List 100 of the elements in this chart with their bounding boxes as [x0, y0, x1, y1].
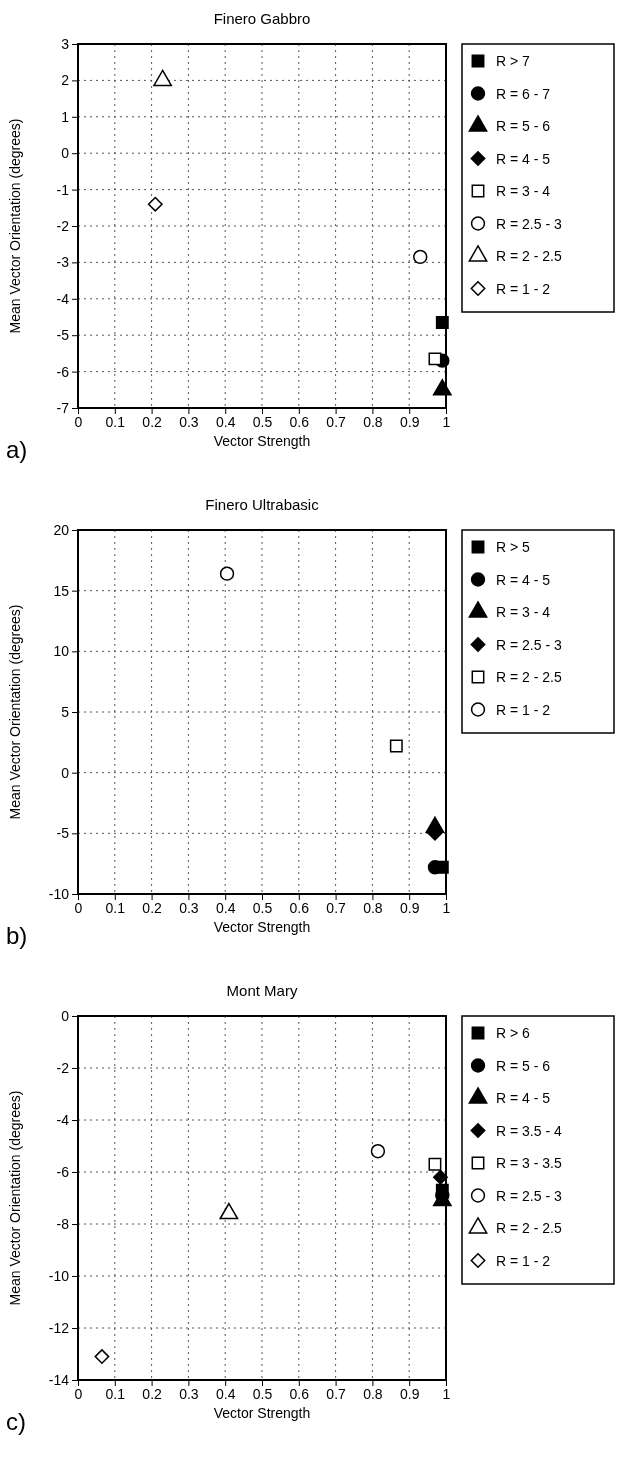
y-tick-label: -5 — [56, 327, 70, 344]
chart-title: Finero Gabbro — [213, 10, 311, 27]
legend-label: R = 2 - 2.5 — [496, 1220, 562, 1236]
legend-label: R = 3 - 4 — [496, 183, 551, 199]
legend-label: R > 7 — [496, 53, 531, 69]
legend-label: R = 1 - 2 — [496, 701, 551, 718]
point — [428, 352, 442, 366]
x-tick-label: 0.1 — [105, 899, 126, 916]
legend-label: R = 4 - 5 — [496, 150, 551, 167]
point — [428, 1157, 442, 1171]
x-tick-label: 0.7 — [326, 1385, 347, 1402]
y-tick-label: -3 — [56, 254, 70, 271]
x-tick-label: 0.5 — [252, 899, 273, 916]
point — [433, 1169, 448, 1185]
x-tick-label: 0.2 — [142, 413, 163, 430]
x-tick-label: 0.9 — [399, 413, 420, 430]
x-axis-title: Vector Strength — [213, 919, 311, 935]
y-tick-label: 10 — [53, 643, 70, 660]
y-tick-label: -1 — [56, 181, 70, 198]
point — [94, 1349, 110, 1365]
legend-label: R = 2 - 2.5 — [496, 669, 562, 685]
y-tick-label: -6 — [56, 363, 70, 380]
legend-label: R = 1 - 2 — [496, 1252, 551, 1269]
y-tick-label: -10 — [48, 885, 70, 902]
x-tick-label: 0.9 — [399, 899, 420, 916]
x-tick-label: 0.5 — [252, 1385, 273, 1402]
y-tick-label: 0 — [61, 1007, 70, 1024]
y-tick-label: -7 — [56, 399, 70, 416]
y-tick-label: 0 — [61, 145, 70, 162]
point — [153, 69, 173, 87]
y-tick-label: 5 — [61, 703, 70, 720]
x-tick-label: 0 — [74, 899, 83, 916]
y-tick-label: -14 — [48, 1371, 70, 1388]
y-axis-title: Mean Vector Orientation (degrees) — [7, 1090, 23, 1306]
legend-label: R = 3.5 - 4 — [496, 1122, 562, 1139]
x-tick-label: 0.3 — [179, 899, 199, 916]
legend-label: R = 2.5 - 3 — [496, 1187, 562, 1204]
y-axis-title: Mean Vector Orientation (degrees) — [7, 604, 23, 820]
y-tick-label: 3 — [61, 35, 70, 52]
text: b) — [6, 922, 28, 949]
text: c) — [6, 1408, 26, 1435]
x-tick-label: 0.9 — [399, 1385, 420, 1402]
y-tick-label: 2 — [61, 72, 70, 89]
x-tick-label: 0.8 — [363, 413, 383, 430]
point — [219, 566, 235, 581]
y-tick-label: -12 — [48, 1319, 70, 1336]
chart-title: Mont Mary — [226, 982, 298, 999]
y-tick-label: -8 — [56, 1215, 70, 1232]
legend-label: R = 3 - 4 — [496, 604, 551, 620]
y-tick-label: -10 — [48, 1267, 70, 1284]
point — [370, 1144, 386, 1159]
legend-label: R > 5 — [496, 539, 531, 555]
y-tick-label: 0 — [61, 764, 70, 781]
y-tick-label: 15 — [53, 582, 70, 599]
legend-label: R = 2.5 - 3 — [496, 636, 562, 653]
legend-label: R = 2 - 2.5 — [496, 248, 562, 264]
x-tick-label: 1 — [442, 1385, 451, 1402]
legend-label: R = 2.5 - 3 — [496, 215, 562, 232]
y-tick-label: -4 — [56, 290, 70, 307]
x-tick-label: 0.4 — [215, 1385, 236, 1402]
x-tick-label: 0.5 — [252, 413, 273, 430]
x-tick-label: 0.6 — [289, 899, 310, 916]
x-tick-label: 0.2 — [142, 1385, 163, 1402]
x-tick-label: 0.6 — [289, 1385, 310, 1402]
x-axis-title: Vector Strength — [213, 433, 311, 449]
x-tick-label: 1 — [442, 413, 451, 430]
x-axis-title: Vector Strength — [213, 1405, 311, 1421]
x-tick-label: 0.3 — [179, 1385, 199, 1402]
legend-label: R = 6 - 7 — [496, 85, 551, 102]
legend-label: R = 5 - 6 — [496, 118, 551, 134]
x-tick-label: 0.4 — [215, 413, 236, 430]
legend-label: R = 5 - 6 — [496, 1057, 551, 1074]
x-tick-label: 0.4 — [215, 899, 236, 916]
point — [389, 739, 403, 753]
x-tick-label: 0.1 — [105, 1385, 126, 1402]
point — [413, 249, 428, 265]
x-tick-label: 1 — [442, 899, 451, 916]
point — [435, 316, 449, 329]
x-tick-label: 0.8 — [363, 899, 383, 916]
y-tick-label: -2 — [56, 217, 70, 234]
y-tick-label: 20 — [53, 521, 70, 538]
legend-label: R = 3 - 3.5 — [496, 1155, 562, 1171]
y-tick-label: -6 — [56, 1163, 70, 1180]
x-tick-label: 0.3 — [179, 413, 199, 430]
y-axis-title: Mean Vector Orientation (degrees) — [7, 118, 23, 334]
y-tick-label: -2 — [56, 1059, 70, 1076]
point — [147, 196, 163, 212]
x-tick-label: 0 — [74, 1385, 83, 1402]
y-tick-label: 1 — [61, 108, 70, 125]
chart-title: Finero Ultrabasic — [205, 496, 320, 513]
y-tick-label: -5 — [56, 825, 70, 842]
y-tick-label: -4 — [56, 1111, 70, 1128]
x-tick-label: 0.8 — [363, 1385, 383, 1402]
x-tick-label: 0.7 — [326, 899, 347, 916]
x-tick-label: 0.6 — [289, 413, 310, 430]
text: a) — [6, 436, 28, 463]
x-tick-label: 0.1 — [105, 413, 126, 430]
legend-label: R = 4 - 5 — [496, 571, 551, 588]
x-tick-label: 0.7 — [326, 413, 347, 430]
x-tick-label: 0 — [74, 413, 83, 430]
